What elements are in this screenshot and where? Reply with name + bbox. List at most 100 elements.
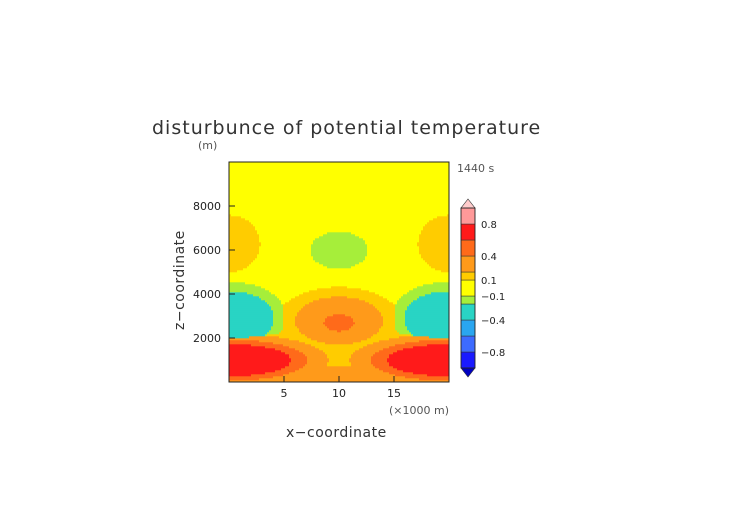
heatmap-cell: [291, 290, 294, 293]
heatmap-cell: [251, 210, 254, 213]
heatmap-cell: [261, 304, 264, 307]
heatmap-cell: [291, 238, 294, 241]
heatmap-cell: [301, 348, 304, 351]
heatmap-cell: [229, 184, 232, 187]
heatmap-cell: [287, 226, 290, 229]
heatmap-cell: [297, 272, 300, 275]
heatmap-cell: [285, 302, 288, 305]
heatmap-cell: [299, 226, 302, 229]
heatmap-cell: [235, 194, 238, 197]
heatmap-cell: [241, 336, 244, 339]
heatmap-cell: [305, 176, 308, 179]
heatmap-cell: [283, 244, 286, 247]
heatmap-cell: [317, 354, 320, 357]
heatmap-cell: [275, 222, 278, 225]
heatmap-cell: [309, 378, 312, 381]
heatmap-cell: [241, 238, 244, 241]
heatmap-cell: [269, 210, 272, 213]
heatmap-cell: [275, 344, 278, 347]
heatmap-cell: [257, 164, 260, 167]
heatmap-cell: [315, 250, 318, 253]
heatmap-cell: [295, 230, 298, 233]
heatmap-cell: [241, 228, 244, 231]
heatmap-cell: [301, 284, 304, 287]
heatmap-cell: [275, 286, 278, 289]
heatmap-cell: [317, 322, 320, 325]
heatmap-cell: [315, 366, 318, 369]
heatmap-cell: [297, 194, 300, 197]
heatmap-cell: [265, 230, 268, 233]
heatmap-cell: [251, 232, 254, 235]
heatmap-cell: [239, 352, 242, 355]
heatmap-cell: [235, 246, 238, 249]
heatmap-cell: [229, 192, 232, 195]
heatmap-cell: [243, 172, 246, 175]
heatmap-cell: [247, 280, 250, 283]
heatmap-cell: [243, 308, 246, 311]
heatmap-cell: [277, 170, 280, 173]
heatmap-cell: [319, 326, 322, 329]
heatmap-cell: [275, 306, 278, 309]
heatmap-cell: [255, 314, 258, 317]
heatmap-cell: [267, 376, 270, 379]
heatmap-cell: [229, 166, 232, 169]
heatmap-cell: [273, 172, 276, 175]
heatmap-cell: [277, 354, 280, 357]
heatmap-cell: [293, 370, 296, 373]
heatmap-cell: [311, 266, 314, 269]
heatmap-cell: [275, 174, 278, 177]
heatmap-cell: [245, 174, 248, 177]
heatmap-cell: [289, 176, 292, 179]
heatmap-cell: [267, 288, 270, 291]
heatmap-cell: [281, 368, 284, 371]
heatmap-cell: [287, 198, 290, 201]
heatmap-cell: [303, 200, 306, 203]
heatmap-cell: [255, 356, 258, 359]
heatmap-cell: [317, 360, 320, 363]
heatmap-cell: [255, 374, 258, 377]
heatmap-cell: [249, 240, 252, 243]
heatmap-cell: [295, 162, 298, 165]
heatmap-cell: [229, 262, 232, 265]
heatmap-cell: [251, 310, 254, 313]
heatmap-cell: [315, 268, 318, 271]
heatmap-cell: [293, 350, 296, 353]
heatmap-cell: [309, 356, 312, 359]
heatmap-cell: [259, 168, 262, 171]
heatmap-cell: [299, 360, 302, 363]
heatmap-cell: [263, 278, 266, 281]
heatmap-cell: [229, 312, 232, 315]
heatmap-cell: [253, 338, 256, 341]
heatmap-cell: [239, 256, 242, 259]
heatmap-cell: [239, 320, 242, 323]
heatmap-cell: [303, 306, 306, 309]
heatmap-cell: [263, 268, 266, 271]
heatmap-cell: [295, 180, 298, 183]
heatmap-cell: [237, 308, 240, 311]
heatmap-cell: [311, 364, 314, 367]
heatmap-cell: [265, 218, 268, 221]
heatmap-cell: [283, 210, 286, 213]
heatmap-cell: [277, 252, 280, 255]
heatmap-cell: [251, 202, 254, 205]
heatmap-cell: [285, 274, 288, 277]
heatmap-cell: [317, 194, 320, 197]
heatmap-cell: [307, 380, 310, 383]
heatmap-cell: [251, 300, 254, 303]
heatmap-cell: [293, 224, 296, 227]
heatmap-cell: [311, 302, 314, 305]
heatmap-cell: [261, 318, 264, 321]
heatmap-cell: [289, 184, 292, 187]
heatmap-cell: [305, 238, 308, 241]
heatmap-cell: [237, 378, 240, 381]
heatmap-cell: [229, 336, 232, 339]
heatmap-cell: [245, 220, 248, 223]
heatmap-cell: [313, 364, 316, 367]
heatmap-cell: [311, 172, 314, 175]
heatmap-cell: [295, 226, 298, 229]
heatmap-cell: [255, 282, 258, 285]
heatmap-cell: [291, 270, 294, 273]
heatmap-cell: [305, 284, 308, 287]
heatmap-cell: [241, 270, 244, 273]
heatmap-cell: [267, 246, 270, 249]
